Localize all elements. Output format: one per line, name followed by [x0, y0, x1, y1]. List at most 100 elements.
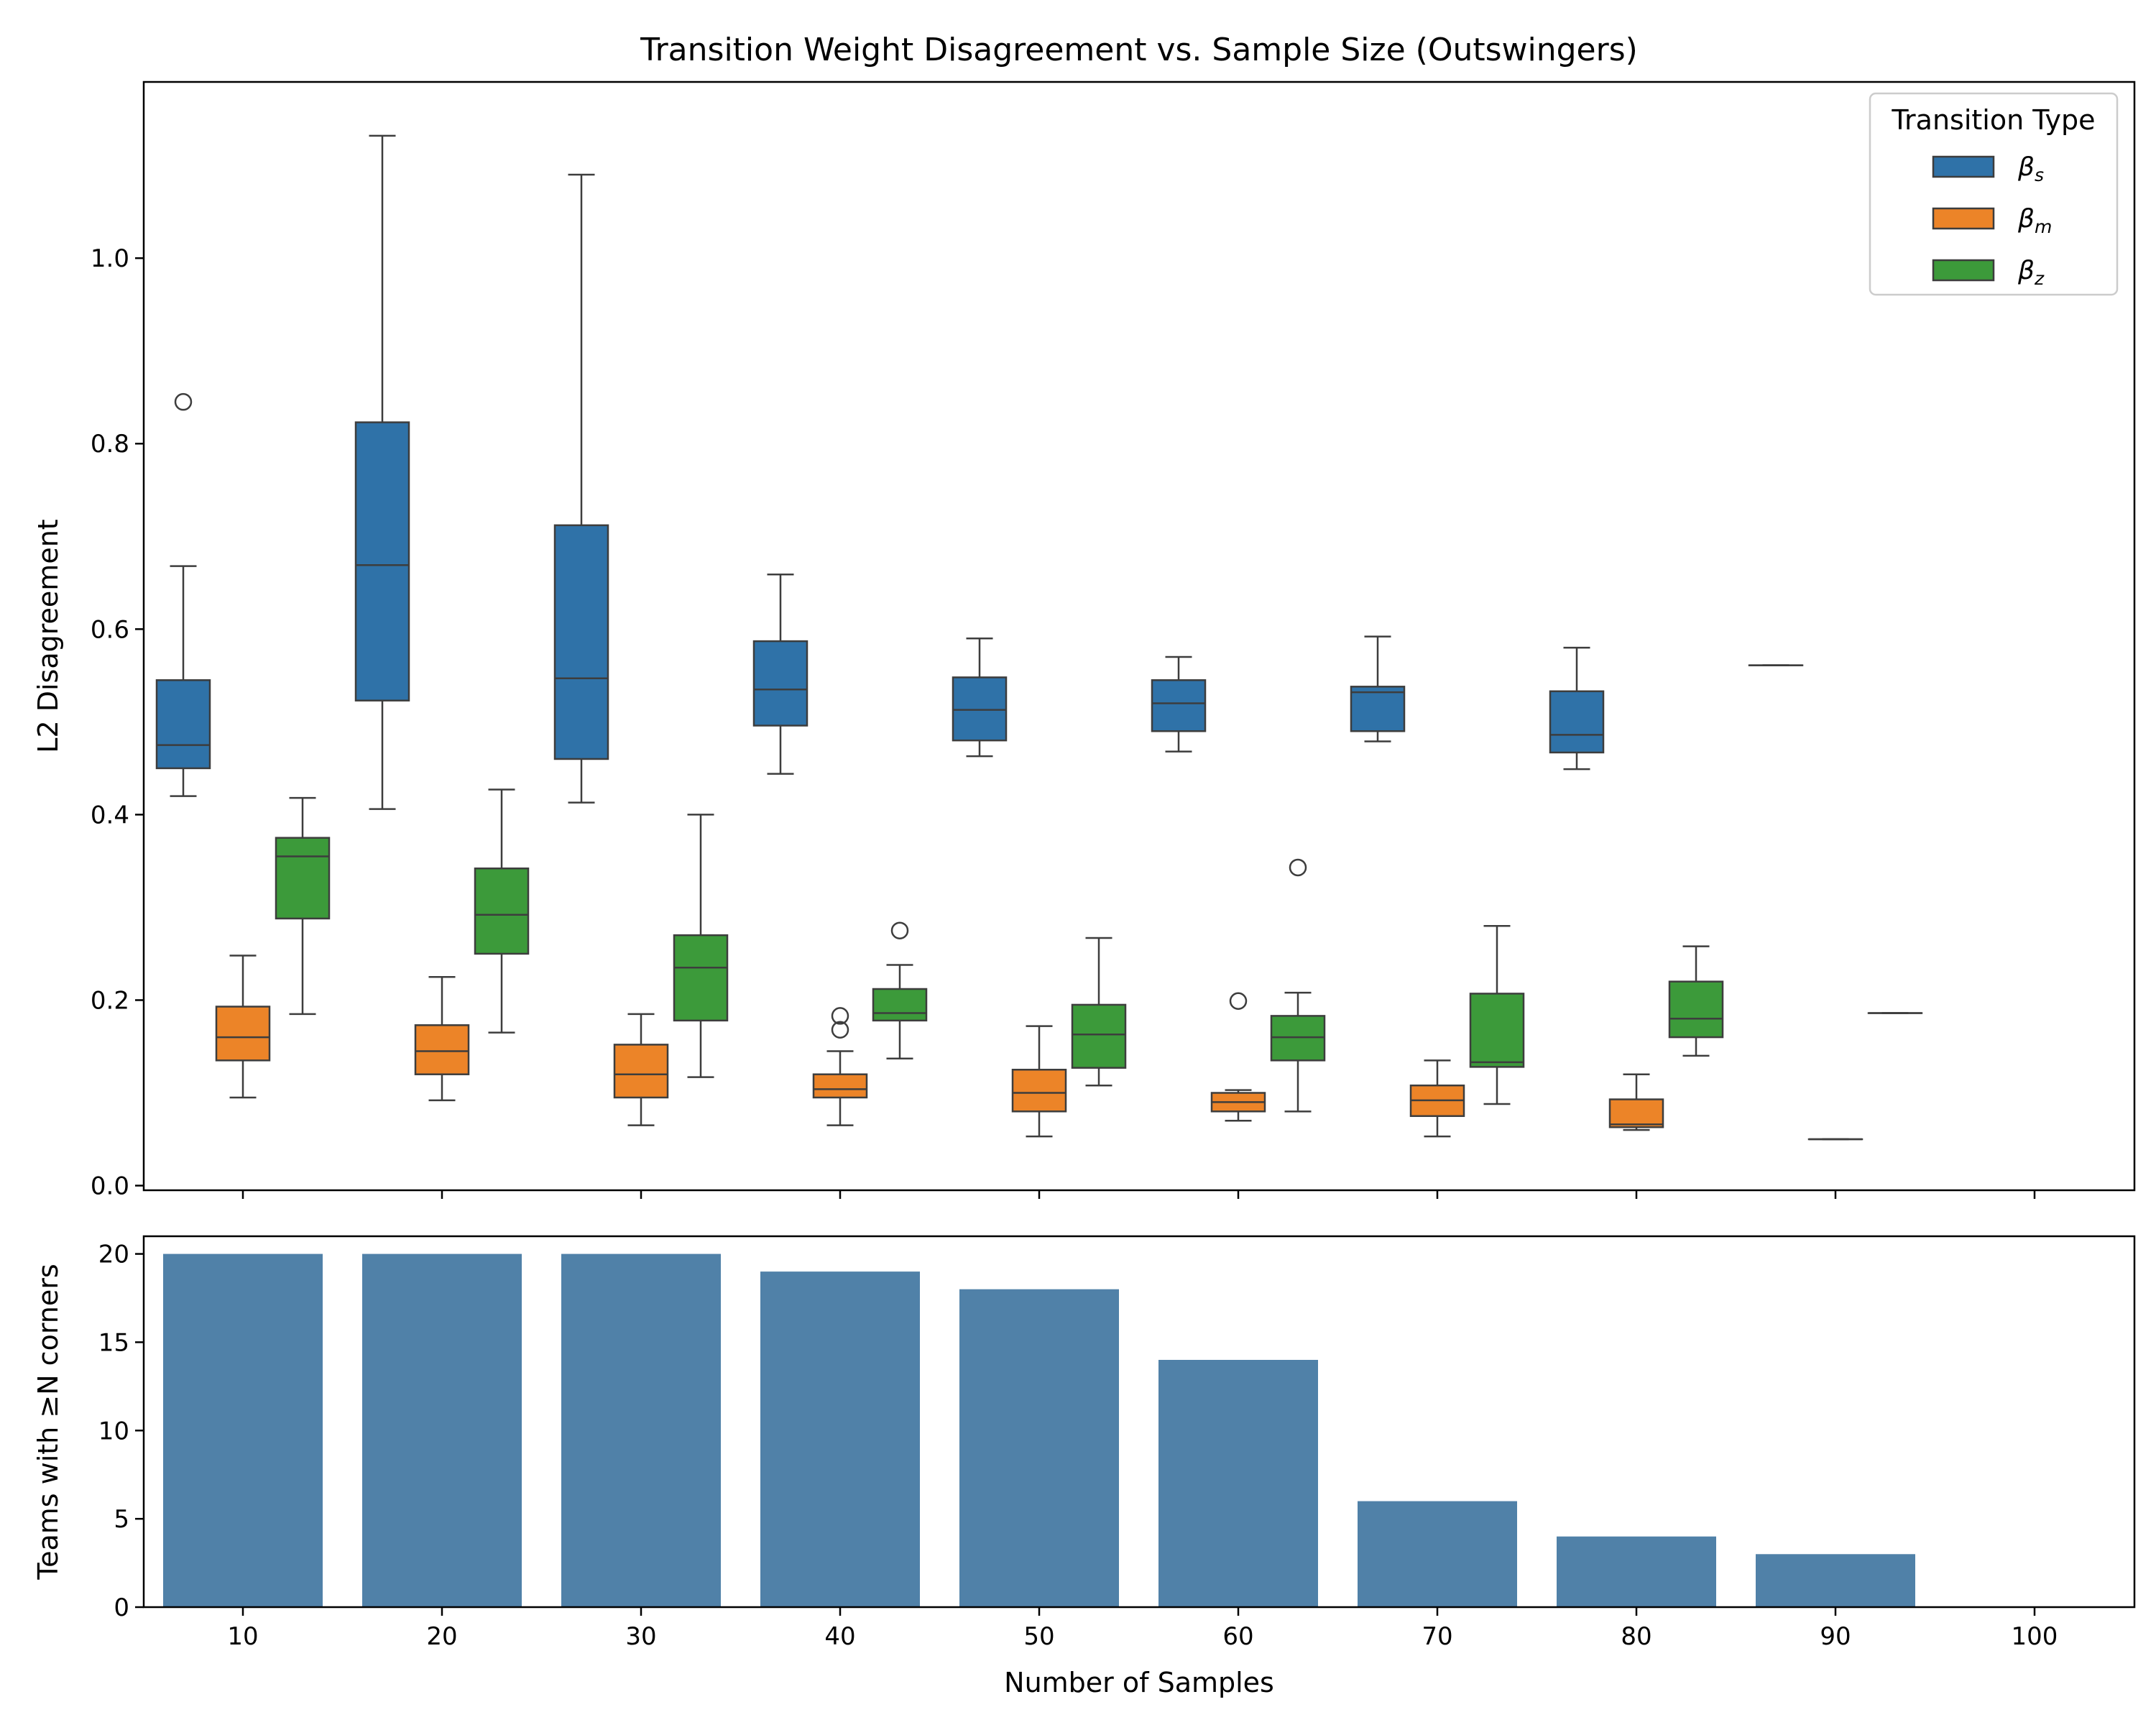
box-body — [1270, 1015, 1326, 1062]
x-tick-label: 20 — [426, 1622, 457, 1651]
box-βz-60 — [1270, 858, 1326, 1113]
box-body — [673, 934, 729, 1022]
x-tick-label: 60 — [1222, 1622, 1253, 1651]
x-tick-label: 90 — [1820, 1622, 1851, 1651]
box-βz-80 — [1668, 945, 1724, 1057]
x-tick-label: 100 — [2012, 1622, 2058, 1651]
legend-label-βm: βm — [2017, 204, 2052, 237]
x-tick-label: 80 — [1621, 1622, 1651, 1651]
legend-label-βz: βz — [2017, 256, 2045, 289]
y-tick-label: 0.6 — [91, 615, 129, 644]
y-tick-label: 1.0 — [91, 244, 129, 273]
box-βs-30 — [553, 173, 609, 804]
barchart-area — [163, 1254, 1915, 1607]
outlier-point — [1289, 858, 1307, 877]
boxplot-y-label: L2 Disagreement — [32, 519, 64, 753]
legend-label-βs: βs — [2017, 152, 2044, 185]
box-body — [354, 421, 410, 702]
box-body — [952, 676, 1008, 742]
y-tick-label: 20 — [98, 1241, 129, 1269]
box-body — [1549, 690, 1605, 754]
bar-50 — [959, 1289, 1119, 1607]
box-body — [613, 1044, 669, 1099]
boxplot-x-ticks — [241, 1190, 2036, 1199]
y-tick-label: 0.8 — [91, 430, 129, 459]
box-body — [215, 1006, 271, 1062]
bar-90 — [1756, 1554, 1915, 1607]
chart-title: Transition Weight Disagreement vs. Sampl… — [640, 32, 1638, 68]
boxplot-area — [155, 134, 1923, 1141]
box-βm-20 — [414, 975, 470, 1102]
legend-swatch-βz — [1932, 259, 1995, 282]
bar-10 — [163, 1254, 323, 1607]
bar-60 — [1158, 1360, 1318, 1607]
box-body — [1469, 993, 1525, 1068]
box-βm-60 — [1210, 992, 1266, 1122]
legend-frame — [1869, 92, 2119, 296]
bar-70 — [1358, 1501, 1517, 1607]
x-tick-label: 70 — [1422, 1622, 1452, 1651]
box-βs-70 — [1350, 635, 1406, 742]
y-tick-label: 0.2 — [91, 986, 129, 1015]
box-βz-30 — [673, 814, 729, 1078]
box-βs-60 — [1151, 656, 1207, 753]
box-βm-50 — [1011, 1025, 1067, 1138]
box-body — [275, 837, 331, 920]
box-βs-80 — [1549, 646, 1605, 770]
box-body — [872, 988, 928, 1022]
y-tick-label: 0.4 — [91, 801, 129, 829]
y-tick-label: 5 — [114, 1505, 129, 1534]
box-βz-20 — [474, 788, 530, 1034]
outlier-point — [1229, 992, 1248, 1011]
boxplot-y-ticks: 0.0 0.2 0.4 0.6 0.8 1.0 — [91, 244, 144, 1201]
box-βz-10 — [275, 796, 331, 1016]
box-βm-40 — [812, 1007, 868, 1126]
box-body — [752, 640, 808, 727]
y-tick-label: 0.0 — [91, 1172, 129, 1201]
barchart-x-ticks: 10 20 30 40 50 60 70 80 90 100 — [227, 1607, 2058, 1651]
box-βz-40 — [872, 921, 928, 1060]
box-body — [474, 867, 530, 955]
y-tick-label: 10 — [98, 1417, 129, 1445]
outlier-point — [174, 392, 193, 411]
box-body — [1011, 1069, 1067, 1113]
outlier-point — [831, 1007, 849, 1025]
bar-80 — [1557, 1536, 1716, 1607]
outlier-point — [831, 1021, 849, 1039]
legend: Transition Type βs βm βz — [1869, 92, 2119, 296]
x-tick-label: 40 — [824, 1622, 855, 1651]
box-βs-10 — [155, 392, 211, 797]
box-βs-40 — [752, 573, 808, 775]
y-tick-label: 15 — [98, 1328, 129, 1357]
barchart-x-label: Number of Samples — [1004, 1667, 1274, 1698]
y-tick-label: 0 — [114, 1593, 129, 1622]
outlier-point — [890, 921, 909, 939]
barchart-y-label: Teams with ≥N corners — [32, 1264, 64, 1580]
bar-40 — [760, 1271, 920, 1607]
box-βs-20 — [354, 134, 410, 810]
x-tick-label: 30 — [625, 1622, 656, 1651]
box-βm-70 — [1409, 1059, 1465, 1138]
bar-30 — [561, 1254, 721, 1607]
box-βm-30 — [613, 1013, 669, 1126]
box-body — [1071, 1003, 1127, 1069]
x-tick-label: 10 — [227, 1622, 258, 1651]
box-βm-10 — [215, 954, 271, 1099]
box-body — [414, 1024, 470, 1075]
legend-title: Transition Type — [1891, 104, 2095, 136]
barchart-y-ticks: 0 5 10 15 20 — [98, 1241, 144, 1622]
box-βs-50 — [952, 637, 1008, 758]
x-tick-label: 50 — [1023, 1622, 1054, 1651]
box-body — [553, 524, 609, 760]
box-body — [1350, 686, 1406, 732]
boxplot-frame — [142, 80, 2136, 1192]
legend-swatch-βm — [1932, 207, 1995, 230]
box-body — [1668, 980, 1724, 1039]
box-body — [1151, 679, 1207, 732]
box-βm-80 — [1608, 1073, 1664, 1131]
box-body — [812, 1073, 868, 1099]
box-βz-50 — [1071, 937, 1127, 1087]
box-βz-70 — [1469, 924, 1525, 1105]
legend-swatch-βs — [1932, 155, 1995, 178]
